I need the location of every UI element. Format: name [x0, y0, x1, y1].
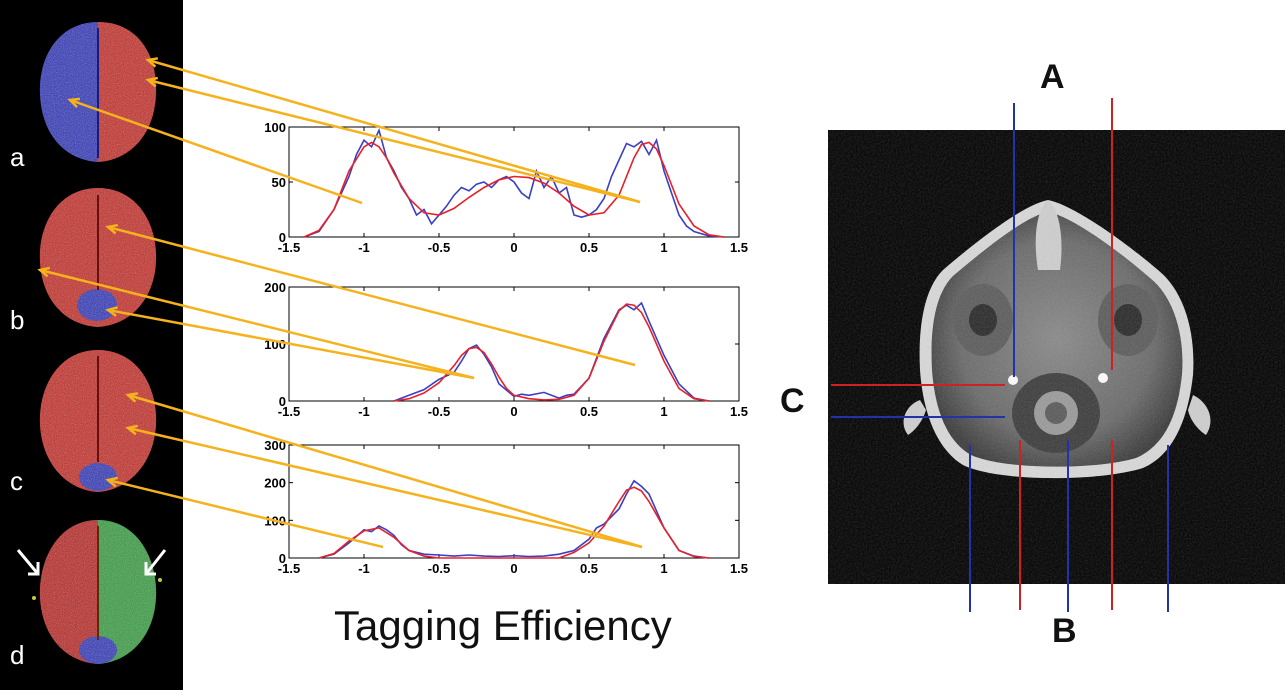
x-tick-label: 0.5	[580, 240, 598, 255]
white-arrow-left	[16, 549, 40, 576]
pointer-line	[107, 225, 636, 367]
chart-a: -1.5 -1 -0.5 0 0.5 1 1.5 0 50 100	[264, 120, 748, 255]
mri-label-b: B	[1052, 612, 1077, 650]
data-histogram-line	[318, 479, 710, 559]
pointer-arrowhead	[105, 306, 118, 317]
panel-label-b: b	[10, 305, 25, 335]
y-tick-label: 0	[279, 394, 286, 409]
y-tick-label: 0	[279, 230, 286, 245]
mri-label-a: A	[1040, 58, 1065, 96]
pointer-line	[39, 268, 475, 380]
y-tick-label: 200	[264, 476, 286, 491]
x-tick-label: 1.5	[730, 240, 748, 255]
white-arrow-right	[144, 549, 167, 576]
x-tick-label: 1.5	[730, 561, 748, 576]
pointer-arrowhead	[67, 97, 81, 108]
x-tick-label: 1	[660, 240, 667, 255]
pointer-arrowhead	[37, 266, 51, 278]
x-tick-label: -1	[358, 561, 370, 576]
x-tick-label: -1.5	[278, 561, 300, 576]
pointer-arrowhead	[125, 392, 139, 403]
x-tick-label: -1	[358, 404, 370, 419]
y-tick-label: 100	[264, 120, 286, 135]
panel-label-a: a	[10, 142, 25, 172]
pointer-line	[127, 426, 643, 549]
pointer-line	[127, 393, 643, 549]
pointer-line	[69, 98, 363, 205]
pointer-arrowhead	[145, 76, 159, 88]
x-tick-label: -0.5	[428, 561, 450, 576]
pointer-arrows	[37, 57, 643, 549]
x-tick-label: -1	[358, 240, 370, 255]
pointer-line	[147, 58, 641, 204]
x-tick-label: 0	[510, 561, 517, 576]
gaussian-fit-line	[318, 486, 710, 559]
x-tick-label: 0.5	[580, 404, 598, 419]
x-tick-label: -0.5	[428, 404, 450, 419]
pointer-line	[147, 78, 641, 204]
brain-slice-d	[16, 520, 167, 664]
x-tick-label: 0.5	[580, 561, 598, 576]
pointer-arrowhead	[105, 476, 119, 488]
brain-slice-c	[39, 350, 157, 492]
pointer-arrowhead	[125, 424, 139, 436]
pointer-line	[107, 308, 475, 380]
x-tick-label: 0	[510, 404, 517, 419]
x-tick-label: 0	[510, 240, 517, 255]
x-tick-label: -1.5	[278, 404, 300, 419]
brain-slice-a	[39, 22, 157, 162]
y-tick-label: 300	[264, 438, 286, 453]
x-tick-label: 1	[660, 404, 667, 419]
mri-scan	[828, 130, 1285, 584]
x-axis-title: Tagging Efficiency	[334, 602, 672, 649]
data-histogram-line	[393, 301, 710, 402]
panel-label-d: d	[10, 640, 25, 670]
gaussian-fit-line	[303, 141, 725, 238]
x-tick-label: -0.5	[428, 240, 450, 255]
gaussian-fit-line	[393, 303, 710, 402]
y-tick-label: 0	[279, 551, 286, 566]
x-tick-label: 1.5	[730, 404, 748, 419]
mri-axial-image	[828, 130, 1285, 584]
pointer-line	[107, 478, 384, 549]
pointer-arrowhead	[145, 57, 159, 68]
y-tick-label: 50	[272, 175, 286, 190]
x-tick-label: 1	[660, 561, 667, 576]
x-tick-label: -1.5	[278, 240, 300, 255]
mri-label-c: C	[780, 382, 805, 420]
panel-label-c: c	[10, 466, 23, 496]
pointer-arrowhead	[105, 223, 119, 235]
y-tick-label: 200	[264, 280, 286, 295]
